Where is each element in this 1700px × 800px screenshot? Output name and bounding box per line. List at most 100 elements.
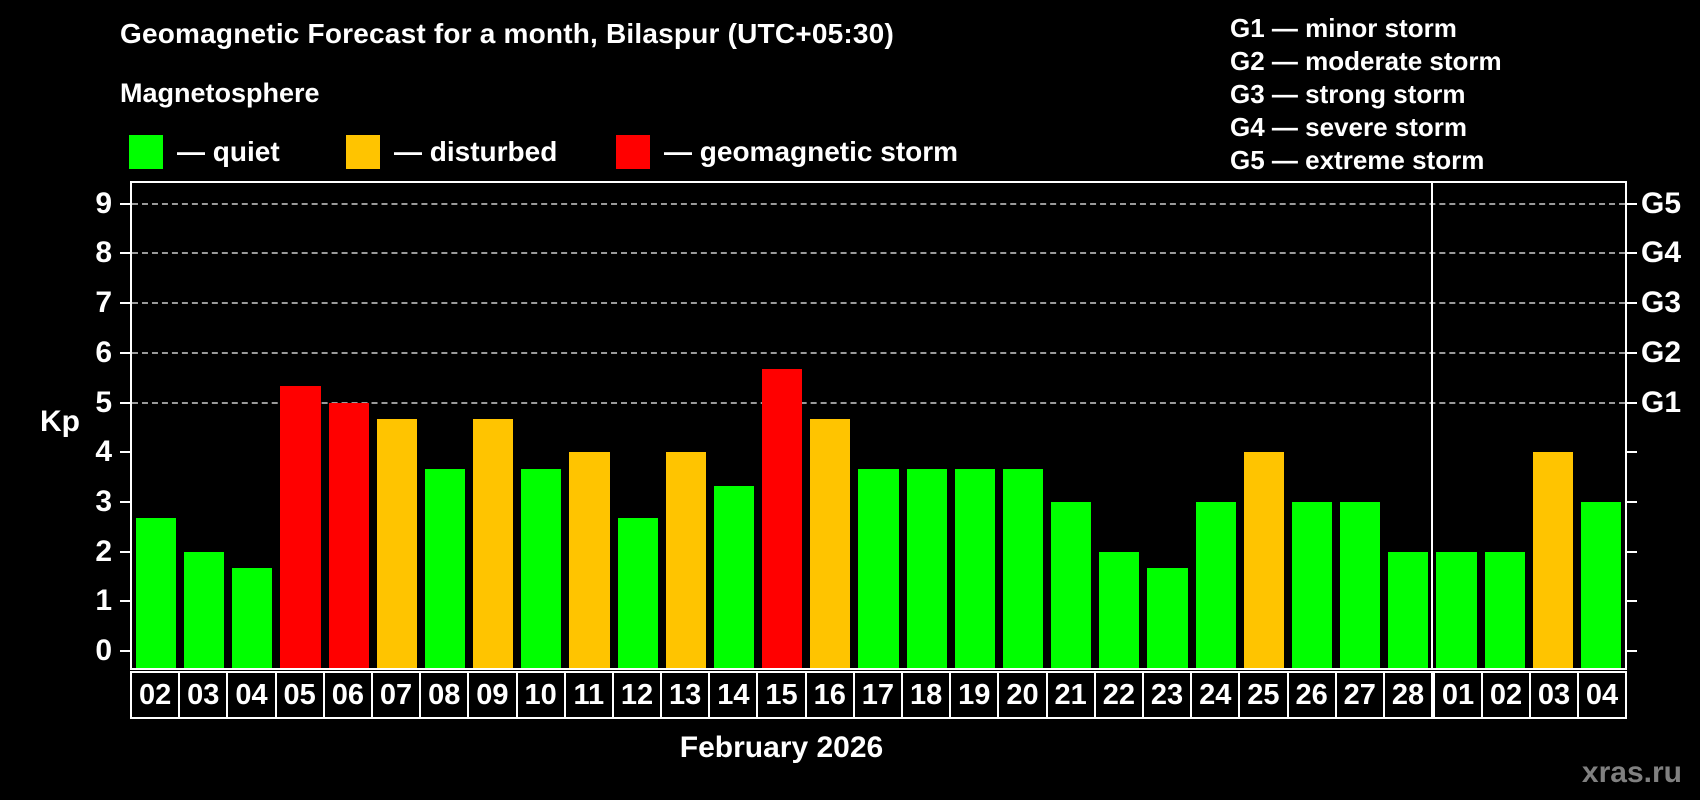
day-box-17-19: 19 xyxy=(951,673,1000,717)
right-axis-tick-kp0 xyxy=(1625,650,1637,652)
left-axis-tick-kp5 xyxy=(120,401,132,404)
kp-bar-14-day-16 xyxy=(810,418,851,668)
right-axis-tick-kp9 xyxy=(1625,202,1637,205)
kp-bar-3-day-05 xyxy=(280,386,321,668)
y-axis-label-8: 8 xyxy=(95,236,112,270)
right-axis-tick-kp1 xyxy=(1625,600,1637,603)
day-box-12-14: 14 xyxy=(710,673,759,717)
x-axis-march-day-boxes: 01 02 03 04 xyxy=(1433,671,1627,719)
kp-bar-8-day-10 xyxy=(521,468,562,668)
y-axis-label-3: 3 xyxy=(95,484,112,518)
kp-bar-11-day-13 xyxy=(665,452,706,668)
day-box-7-09: 09 xyxy=(469,673,518,717)
storm-color-swatch xyxy=(616,135,650,169)
kp-bar-6-day-08 xyxy=(424,468,466,668)
g-scale-legend-line: G5 — extreme storm xyxy=(1230,145,1485,175)
kp-bar-9-day-11 xyxy=(569,452,610,668)
gridline-kp6 xyxy=(132,351,1625,354)
gridline-kp9 xyxy=(132,202,1625,205)
kp-bar-28-day-02 xyxy=(1484,551,1525,668)
day-box-30-04: 04 xyxy=(1585,679,1619,711)
day-box-11-13: 13 xyxy=(662,673,711,717)
right-axis-tick-kp4 xyxy=(1625,451,1637,454)
y-axis-label-2: 2 xyxy=(95,534,112,568)
y-axis-label-4: 4 xyxy=(95,435,112,469)
quiet-color-swatch xyxy=(129,135,163,169)
kp-bar-13-day-15 xyxy=(762,369,803,668)
kp-bar-4-day-06 xyxy=(328,402,369,668)
kp-bar-30-day-04 xyxy=(1580,501,1621,668)
right-axis-label-G4: G4 xyxy=(1641,236,1682,270)
legend-item-quiet: — quiet xyxy=(129,135,280,169)
y-axis-label-9: 9 xyxy=(95,186,112,220)
left-axis-tick-kp4 xyxy=(120,451,132,454)
g-scale-legend: G1 — minor storm G2 — moderate storm G3 — … xyxy=(1230,12,1502,177)
legend-label-storm: — geomagnetic storm xyxy=(664,136,959,167)
legend-item-disturbed: — disturbed xyxy=(346,135,557,169)
kp-bar-24-day-26 xyxy=(1291,501,1333,668)
day-box-5-07: 07 xyxy=(373,673,422,717)
legend-item-storm: — geomagnetic storm xyxy=(616,135,958,169)
left-axis-tick-kp8 xyxy=(120,252,132,255)
y-axis-label-1: 1 xyxy=(95,584,112,618)
day-box-10-12: 12 xyxy=(614,673,663,717)
day-box-28-02: 02 xyxy=(1483,673,1531,717)
x-axis-february-day-boxes: 02 03 04 05 06 07 08 09 10 11 12 13 14 15 16 17 18 19 20 21… xyxy=(130,671,1433,719)
kp-bar-25-day-27 xyxy=(1340,501,1381,668)
chart-subtitle: Magnetosphere xyxy=(120,78,320,108)
kp-bar-23-day-25 xyxy=(1243,452,1284,668)
g-scale-legend-line: G2 — moderate storm xyxy=(1230,46,1502,76)
kp-bar-20-day-22 xyxy=(1099,551,1140,668)
day-box-14-16: 16 xyxy=(807,673,855,717)
gridline-kp7 xyxy=(132,302,1625,305)
day-box-29-03: 03 xyxy=(1531,673,1579,717)
legend-label-disturbed: — disturbed xyxy=(394,136,558,167)
watermark: xras.ru xyxy=(1581,756,1682,789)
right-axis-tick-kp2 xyxy=(1625,550,1637,553)
left-axis-tick-kp1 xyxy=(120,600,132,603)
kp-bar-16-day-18 xyxy=(906,468,947,668)
kp-bar-18-day-20 xyxy=(1002,468,1044,668)
day-box-26-28: 28 xyxy=(1391,679,1425,711)
day-box-2-04: 04 xyxy=(228,673,277,717)
month-separator-line xyxy=(1431,183,1434,668)
kp-bar-1-day-03 xyxy=(184,551,225,668)
kp-bar-22-day-24 xyxy=(1195,501,1236,668)
day-box-20-22: 22 xyxy=(1096,673,1144,717)
left-axis-tick-kp9 xyxy=(120,202,132,205)
day-box-4-06: 06 xyxy=(325,673,373,717)
gridline-kp5 xyxy=(132,401,1625,404)
legend-label-quiet: — quiet xyxy=(177,136,280,167)
day-box-13-15: 15 xyxy=(758,673,807,717)
kp-bar-17-day-19 xyxy=(954,468,995,668)
y-axis-label-5: 5 xyxy=(95,385,112,419)
day-box-27-01: 01 xyxy=(1435,673,1483,717)
left-axis-tick-kp0 xyxy=(120,650,132,652)
day-box-6-08: 08 xyxy=(421,673,470,717)
right-axis-label-G2: G2 xyxy=(1641,335,1682,369)
kp-bar-7-day-09 xyxy=(473,418,514,668)
disturbed-color-swatch xyxy=(346,135,380,169)
g-scale-legend-line: G1 — minor storm xyxy=(1230,13,1457,43)
g-scale-legend-line: G4 — severe storm xyxy=(1230,112,1468,142)
left-axis-tick-kp2 xyxy=(120,550,132,553)
kp-bar-27-day-01 xyxy=(1436,551,1477,668)
right-axis-label-G1: G1 xyxy=(1641,385,1682,419)
x-axis-title: February 2026 xyxy=(679,731,884,764)
day-box-19-21: 21 xyxy=(1048,673,1096,717)
y-axis-label-7: 7 xyxy=(95,286,112,320)
kp-bar-2-day-04 xyxy=(232,568,273,668)
plot-area xyxy=(130,181,1627,670)
kp-bar-5-day-07 xyxy=(376,418,417,668)
y-axis-label-0: 0 xyxy=(95,634,112,667)
kp-bar-21-day-23 xyxy=(1147,568,1188,668)
kp-bar-19-day-21 xyxy=(1051,501,1092,668)
right-axis-label-G5: G5 xyxy=(1641,186,1682,220)
left-axis-tick-kp6 xyxy=(120,351,132,354)
right-axis-tick-kp7 xyxy=(1625,302,1637,305)
day-box-3-05: 05 xyxy=(277,673,325,717)
day-box-16-18: 18 xyxy=(903,673,952,717)
right-axis-label-G3: G3 xyxy=(1641,286,1682,320)
day-box-8-10: 10 xyxy=(518,673,566,717)
